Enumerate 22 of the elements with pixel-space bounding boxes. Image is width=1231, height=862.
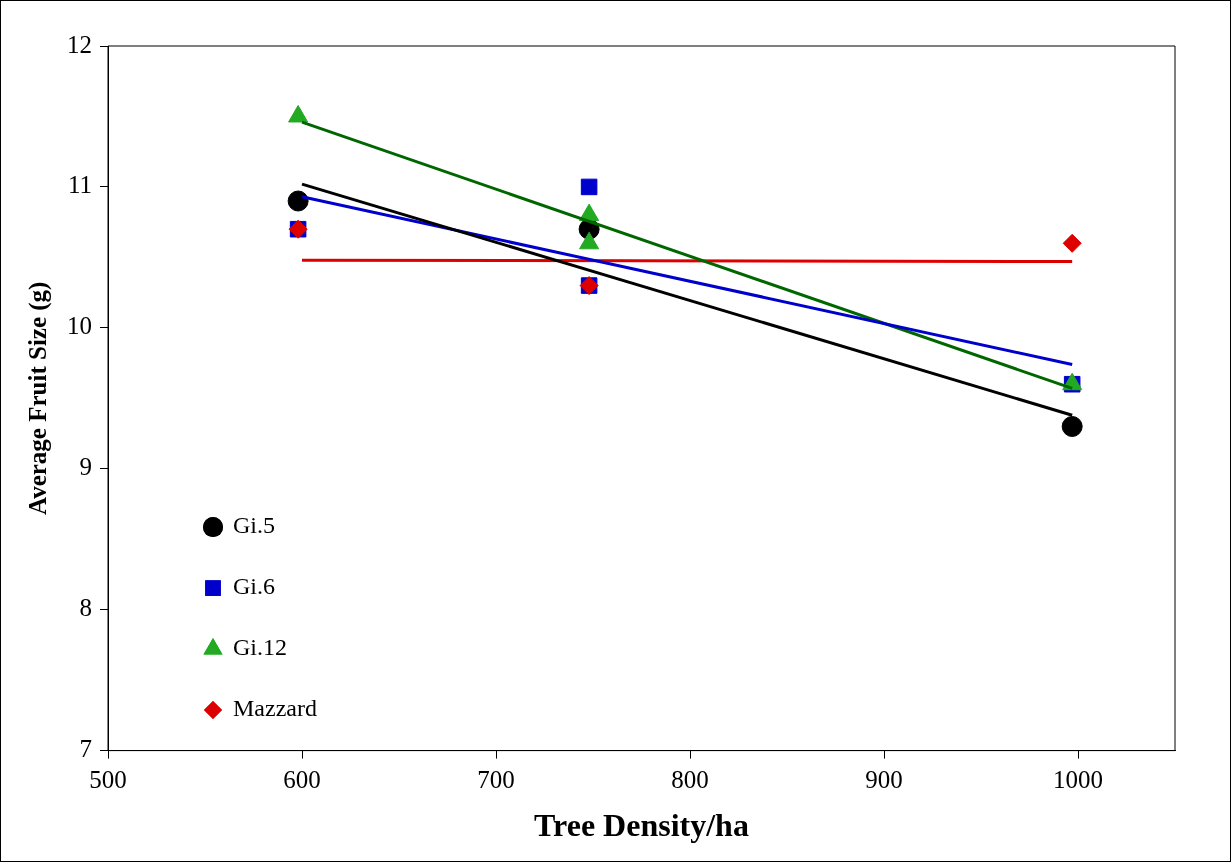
x-tick-label: 800 [671,766,709,794]
y-tick-label: 8 [79,594,92,622]
x-tick-label: 700 [477,766,515,794]
y-tick-label: 11 [67,171,92,199]
y-axis-title: Average Fruit Size (g) [24,281,53,516]
x-axis-title: Tree Density/ha [534,807,749,844]
y-tick-label: 9 [79,453,92,481]
legend-label: Gi.6 [233,573,275,600]
legend-label: Gi.12 [233,634,287,661]
point [287,190,309,212]
y-tick-label: 12 [67,30,92,58]
x-tick-label: 500 [89,766,127,794]
y-tick-label: 7 [79,735,92,763]
x-tick-label: 600 [283,766,321,794]
y-tick-label: 10 [67,312,92,340]
legend-label: Mazzard [233,695,317,722]
legend-label: Gi.5 [233,512,275,539]
point [580,178,598,196]
point [1062,233,1082,253]
x-tick-label: 900 [865,766,903,794]
point [1061,415,1083,437]
x-tick-label: 1000 [1053,766,1103,794]
